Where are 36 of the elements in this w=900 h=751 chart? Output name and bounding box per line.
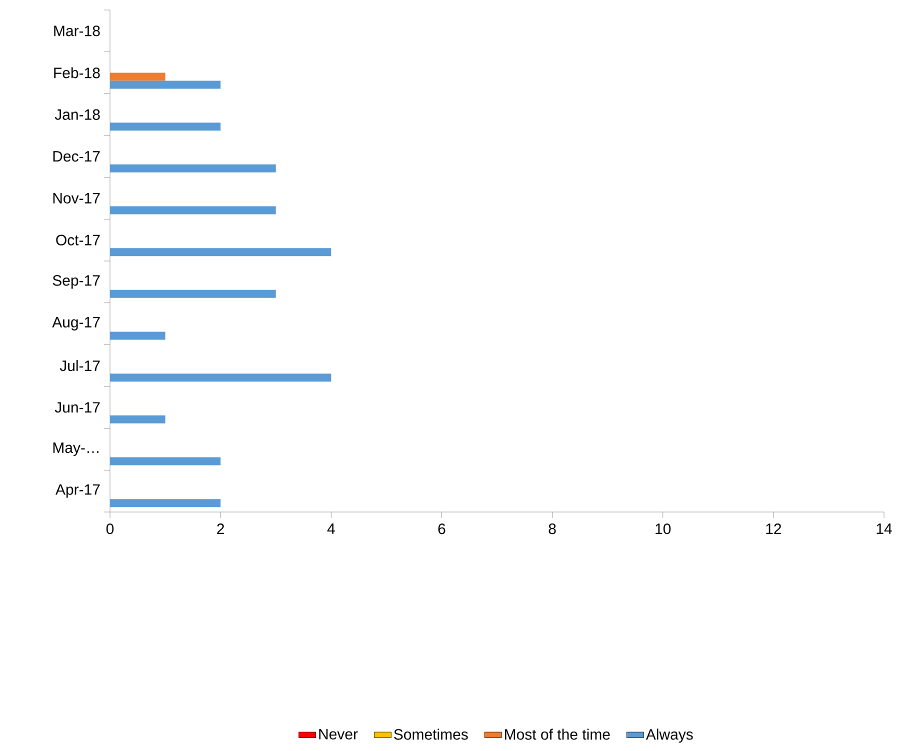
- x-tick-label: 4: [327, 524, 335, 534]
- bar: [110, 415, 166, 424]
- y-tick-label: Sep-17: [52, 275, 100, 289]
- bar: [110, 248, 332, 256]
- legend-label: Sometimes: [394, 728, 468, 740]
- y-tick-label: Feb-18: [54, 67, 100, 78]
- x-tick-label: 12: [766, 524, 782, 534]
- bar: [110, 374, 332, 382]
- legend-label: Most of the time: [505, 728, 610, 740]
- bar: [110, 122, 221, 131]
- x-tick-label: 10: [656, 524, 671, 534]
- x-tick-label: 6: [438, 524, 446, 534]
- bar: [110, 206, 276, 214]
- x-tick-label: 2: [217, 524, 224, 534]
- bar: [110, 332, 166, 340]
- legend-label: Always: [646, 728, 693, 743]
- y-tick-label: Apr-17: [55, 484, 100, 498]
- y-tick-label: Jun-17: [54, 402, 100, 413]
- bar: [110, 164, 276, 172]
- y-tick-label: Dec-17: [53, 151, 100, 162]
- x-tick-label: 8: [548, 524, 556, 534]
- bar: [110, 72, 166, 81]
- bar: [110, 290, 276, 298]
- y-tick-label: Mar-18: [54, 26, 100, 36]
- y-tick-label: May-…: [53, 442, 98, 456]
- y-tick-label: Jan-18: [54, 109, 100, 120]
- x-tick-label: 14: [876, 524, 892, 534]
- bar: [110, 499, 221, 508]
- legend-label: Never: [319, 728, 358, 740]
- bar: [110, 80, 221, 89]
- y-tick-label: Aug-17: [52, 317, 100, 330]
- x-tick-label: 0: [106, 524, 114, 534]
- y-tick-label: Oct-17: [56, 234, 100, 246]
- bar: [110, 457, 221, 466]
- y-tick-label: Nov-17: [53, 193, 100, 204]
- y-tick-label: Jul-17: [60, 360, 100, 372]
